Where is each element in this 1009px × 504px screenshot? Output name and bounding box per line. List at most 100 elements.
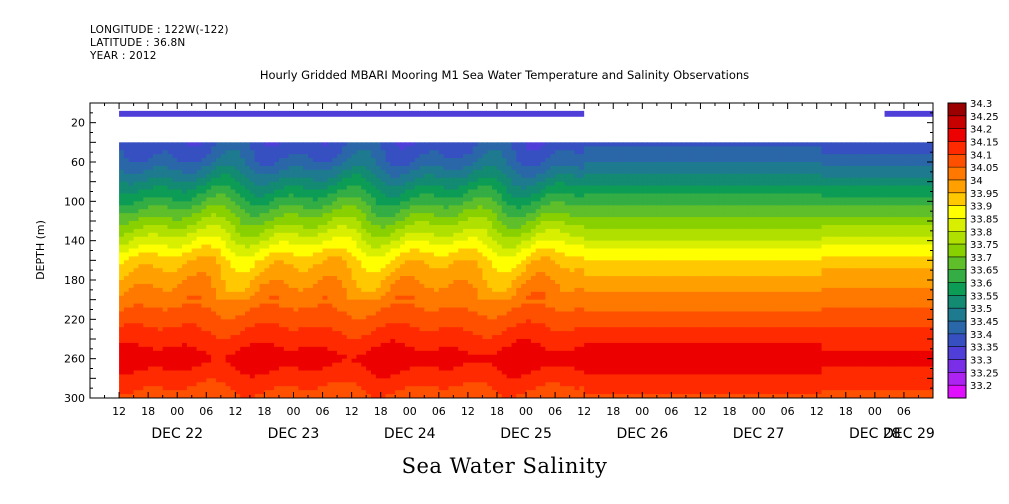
salinity-cell xyxy=(133,189,140,195)
salinity-cell xyxy=(240,299,246,305)
salinity-cell xyxy=(123,358,130,364)
salinity-cell xyxy=(259,162,266,167)
salinity-cell xyxy=(337,248,343,254)
salinity-cell xyxy=(245,303,251,309)
salinity-cell xyxy=(395,240,401,246)
salinity-cell xyxy=(172,209,178,214)
salinity-cell xyxy=(196,366,203,372)
salinity-cell xyxy=(225,256,232,261)
salinity-cell xyxy=(274,335,280,340)
salinity-cell xyxy=(337,209,343,214)
salinity-cell xyxy=(341,173,348,179)
salinity-cell xyxy=(206,264,212,269)
salinity-cell xyxy=(152,248,159,254)
salinity-cell xyxy=(162,370,169,375)
salinity-cell xyxy=(269,374,275,379)
salinity-cell xyxy=(361,307,367,313)
salinity-cell xyxy=(264,303,270,309)
salinity-cell xyxy=(322,154,328,159)
salinity-cell xyxy=(269,370,275,375)
salinity-cell xyxy=(148,299,154,305)
salinity-cell xyxy=(472,291,479,297)
salinity-cell xyxy=(191,339,198,344)
salinity-cell xyxy=(351,276,358,281)
salinity-cell xyxy=(182,201,188,206)
salinity-cell xyxy=(308,201,314,206)
salinity-cell xyxy=(346,362,353,368)
salinity-cell xyxy=(346,358,353,364)
salinity-cell xyxy=(215,268,222,273)
salinity-cell xyxy=(472,331,479,336)
salinity-cell xyxy=(123,260,130,265)
salinity-cell xyxy=(361,354,367,360)
salinity-cell xyxy=(225,232,232,238)
salinity-cell xyxy=(322,165,328,171)
salinity-cell xyxy=(186,307,193,313)
salinity-cell xyxy=(424,335,430,340)
salinity-cell xyxy=(472,165,479,171)
salinity-cell xyxy=(351,394,358,398)
salinity-cell xyxy=(327,244,333,250)
salinity-cell xyxy=(385,224,391,230)
salinity-cell xyxy=(283,374,290,379)
salinity-cell xyxy=(472,197,479,202)
salinity-cell xyxy=(278,382,285,387)
salinity-cell xyxy=(283,252,290,257)
salinity-cell xyxy=(211,146,217,151)
salinity-cell xyxy=(380,264,387,269)
salinity-cell xyxy=(303,394,309,398)
salinity-cell xyxy=(438,323,445,328)
salinity-cell xyxy=(283,201,290,206)
salinity-cell xyxy=(264,165,270,171)
salinity-cell xyxy=(308,252,314,257)
salinity-cell xyxy=(429,146,435,151)
salinity-cell xyxy=(177,283,183,289)
salinity-cell xyxy=(438,264,445,269)
salinity-cell xyxy=(283,339,290,344)
salinity-cell xyxy=(467,319,474,324)
salinity-cell xyxy=(254,358,261,364)
salinity-cell xyxy=(201,307,207,313)
salinity-cell xyxy=(269,169,275,175)
salinity-cell xyxy=(371,169,377,175)
salinity-cell xyxy=(467,307,474,313)
salinity-cell xyxy=(448,339,454,344)
salinity-cell xyxy=(322,315,328,320)
salinity-cell xyxy=(288,335,295,340)
salinity-cell xyxy=(211,350,217,356)
salinity-cell xyxy=(177,386,183,391)
salinity-cell xyxy=(351,374,358,379)
salinity-cell xyxy=(249,185,256,191)
salinity-cell xyxy=(346,295,353,301)
salinity-cell xyxy=(123,339,130,344)
salinity-cell xyxy=(356,213,362,218)
salinity-cell xyxy=(138,146,144,151)
salinity-cell xyxy=(472,283,479,289)
salinity-cell xyxy=(240,193,246,198)
salinity-cell xyxy=(414,354,421,360)
salinity-cell xyxy=(182,366,188,372)
salinity-cell xyxy=(215,205,222,210)
salinity-cell xyxy=(157,362,164,368)
salinity-cell xyxy=(196,342,203,348)
salinity-cell xyxy=(206,319,212,324)
salinity-cell xyxy=(429,177,435,183)
salinity-cell xyxy=(433,146,440,151)
salinity-cell xyxy=(438,193,445,198)
salinity-cell xyxy=(152,209,159,214)
salinity-cell xyxy=(206,224,212,230)
salinity-cell xyxy=(366,201,372,206)
salinity-cell xyxy=(312,260,319,265)
salinity-cell xyxy=(371,209,377,214)
salinity-cell xyxy=(215,295,222,301)
salinity-cell xyxy=(346,386,353,391)
salinity-cell xyxy=(288,213,295,218)
salinity-cell xyxy=(312,295,319,301)
salinity-cell xyxy=(400,240,406,246)
salinity-cell xyxy=(269,311,275,316)
salinity-cell xyxy=(191,169,198,175)
salinity-cell xyxy=(259,323,266,328)
salinity-cell xyxy=(317,319,324,324)
salinity-cell xyxy=(249,342,256,348)
salinity-cell xyxy=(332,335,338,340)
